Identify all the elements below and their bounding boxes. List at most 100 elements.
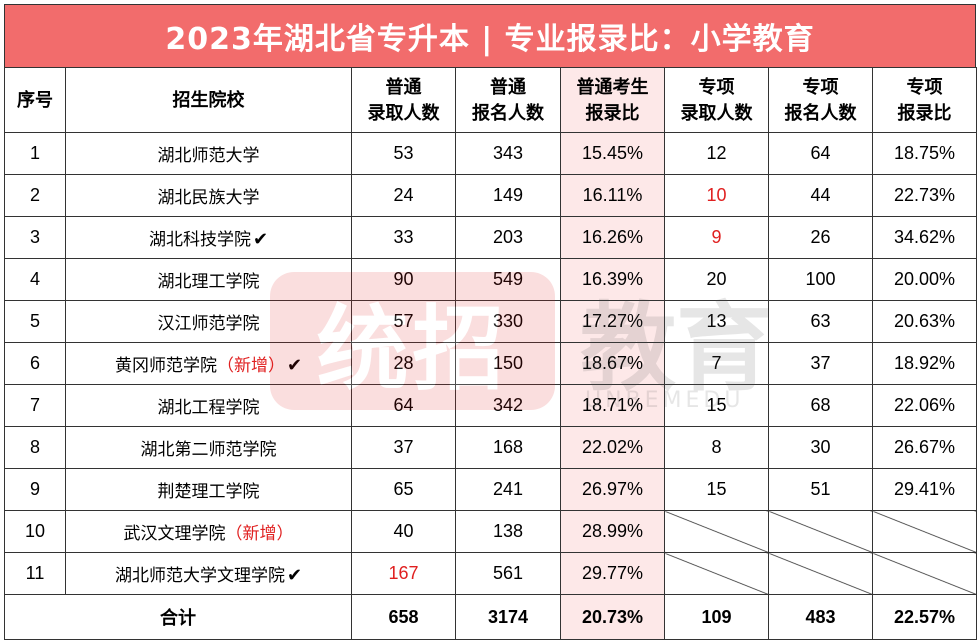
cell-regular-ratio: 16.39% xyxy=(560,258,665,301)
cell-school: 湖北师范大学文理学院 ✔ xyxy=(65,552,352,595)
cell-regular-ratio: 28.99% xyxy=(560,510,665,553)
school-name: 黄冈师范学院 xyxy=(114,356,217,376)
school-name: 湖北工程学院 xyxy=(157,398,260,418)
cell-school: 湖北工程学院 xyxy=(65,384,352,427)
header-school: 招生院校 xyxy=(65,67,352,133)
total-regular-ratio: 20.73% xyxy=(560,594,665,640)
table-body: 1 湖北师范大学 53 343 15.45% 12 64 18.75% 2 湖北民族大学 24 149… xyxy=(4,132,977,595)
cell-index: 9 xyxy=(4,468,66,511)
cell-regular-ratio: 29.77% xyxy=(560,552,665,595)
total-special-admitted: 109 xyxy=(664,594,769,640)
school-name: 荆楚理工学院 xyxy=(157,482,260,502)
cell-empty-slash xyxy=(768,552,873,595)
table-row: 1 湖北师范大学 53 343 15.45% 12 64 18.75% xyxy=(4,132,977,175)
cell-school: 湖北科技学院 ✔ xyxy=(65,216,352,259)
cell-index: 6 xyxy=(4,342,66,385)
table-row: 2 湖北民族大学 24 149 16.11% 10 44 22.73% xyxy=(4,174,977,217)
admission-ratio-table: 序号 招生院校 普通 录取人数 普通 报名人数 普通考生 报录比 专项 录取人数 专项报… xyxy=(4,67,977,640)
cell-regular-applied: 549 xyxy=(455,258,561,301)
cell-regular-ratio: 26.97% xyxy=(560,468,665,511)
cell-special-admitted: 13 xyxy=(664,300,769,343)
cell-regular-admitted: 53 xyxy=(351,132,456,175)
header-row: 序号 招生院校 普通 录取人数 普通 报名人数 普通考生 报录比 专项 录取人数 专项报… xyxy=(4,67,977,133)
header-special-admitted: 专项 录取人数 xyxy=(664,67,769,133)
cell-regular-applied: 168 xyxy=(455,426,561,469)
cell-regular-admitted: 167 xyxy=(351,552,456,595)
table-row: 8 湖北第二师范学院 37 168 22.02% 8 30 26.67% xyxy=(4,426,977,469)
table-row: 9 荆楚理工学院 65 241 26.97% 15 51 29.41% xyxy=(4,468,977,511)
cell-regular-admitted: 28 xyxy=(351,342,456,385)
cell-special-applied: 64 xyxy=(768,132,873,175)
cell-regular-admitted: 64 xyxy=(351,384,456,427)
cell-index: 7 xyxy=(4,384,66,427)
cell-special-admitted: 15 xyxy=(664,468,769,511)
checkmark-icon: ✔ xyxy=(286,355,303,376)
header-regular-admitted: 普通 录取人数 xyxy=(351,67,456,133)
cell-regular-applied: 330 xyxy=(455,300,561,343)
total-special-applied: 483 xyxy=(768,594,873,640)
cell-special-applied: 51 xyxy=(768,468,873,511)
school-name: 湖北民族大学 xyxy=(157,188,260,208)
cell-school: 武汉文理学院（新增） xyxy=(65,510,352,553)
cell-regular-admitted: 57 xyxy=(351,300,456,343)
total-special-ratio: 22.57% xyxy=(872,594,977,640)
header-index: 序号 xyxy=(4,67,66,133)
cell-special-ratio: 18.92% xyxy=(872,342,977,385)
school-name: 汉江师范学院 xyxy=(157,314,260,334)
cell-index: 11 xyxy=(4,552,66,595)
cell-special-ratio: 18.75% xyxy=(872,132,977,175)
cell-regular-applied: 138 xyxy=(455,510,561,553)
cell-regular-admitted: 24 xyxy=(351,174,456,217)
new-tag: （新增） xyxy=(216,356,285,376)
cell-special-applied: 37 xyxy=(768,342,873,385)
total-regular-admitted: 658 xyxy=(351,594,456,640)
cell-regular-applied: 561 xyxy=(455,552,561,595)
cell-school: 黄冈师范学院（新增） ✔ xyxy=(65,342,352,385)
cell-special-ratio: 20.63% xyxy=(872,300,977,343)
table-row: 11 湖北师范大学文理学院 ✔ 167 561 29.77% xyxy=(4,552,977,595)
total-label: 合计 xyxy=(4,594,352,640)
school-name: 湖北理工学院 xyxy=(157,272,260,292)
cell-index: 5 xyxy=(4,300,66,343)
cell-special-admitted: 20 xyxy=(664,258,769,301)
cell-regular-admitted: 37 xyxy=(351,426,456,469)
table-row: 6 黄冈师范学院（新增） ✔ 28 150 18.67% 7 37 18.92% xyxy=(4,342,977,385)
cell-regular-applied: 149 xyxy=(455,174,561,217)
cell-special-admitted: 7 xyxy=(664,342,769,385)
table-row: 3 湖北科技学院 ✔ 33 203 16.26% 9 26 34.62% xyxy=(4,216,977,259)
cell-index: 3 xyxy=(4,216,66,259)
total-row: 合计 658 3174 20.73% 109 483 22.57% xyxy=(4,594,977,640)
cell-regular-applied: 342 xyxy=(455,384,561,427)
cell-special-applied: 26 xyxy=(768,216,873,259)
cell-special-ratio: 20.00% xyxy=(872,258,977,301)
cell-special-ratio: 22.73% xyxy=(872,174,977,217)
cell-regular-admitted: 33 xyxy=(351,216,456,259)
cell-empty-slash xyxy=(872,510,977,553)
cell-index: 2 xyxy=(4,174,66,217)
cell-special-admitted: 8 xyxy=(664,426,769,469)
cell-special-applied: 30 xyxy=(768,426,873,469)
cell-school: 湖北理工学院 xyxy=(65,258,352,301)
cell-regular-ratio: 18.71% xyxy=(560,384,665,427)
cell-index: 10 xyxy=(4,510,66,553)
cell-school: 荆楚理工学院 xyxy=(65,468,352,511)
cell-regular-ratio: 16.11% xyxy=(560,174,665,217)
cell-school: 湖北民族大学 xyxy=(65,174,352,217)
new-tag: （新增） xyxy=(225,524,294,544)
cell-special-applied: 44 xyxy=(768,174,873,217)
cell-regular-admitted: 90 xyxy=(351,258,456,301)
cell-special-ratio: 26.67% xyxy=(872,426,977,469)
cell-regular-ratio: 18.67% xyxy=(560,342,665,385)
cell-index: 8 xyxy=(4,426,66,469)
cell-index: 1 xyxy=(4,132,66,175)
table-row: 7 湖北工程学院 64 342 18.71% 15 68 22.06% xyxy=(4,384,977,427)
table-row: 5 汉江师范学院 57 330 17.27% 13 63 20.63% xyxy=(4,300,977,343)
cell-special-ratio: 34.62% xyxy=(872,216,977,259)
cell-special-admitted: 12 xyxy=(664,132,769,175)
cell-index: 4 xyxy=(4,258,66,301)
table-row: 4 湖北理工学院 90 549 16.39% 20 100 20.00% xyxy=(4,258,977,301)
cell-regular-applied: 241 xyxy=(455,468,561,511)
cell-regular-admitted: 40 xyxy=(351,510,456,553)
cell-special-admitted: 10 xyxy=(664,174,769,217)
